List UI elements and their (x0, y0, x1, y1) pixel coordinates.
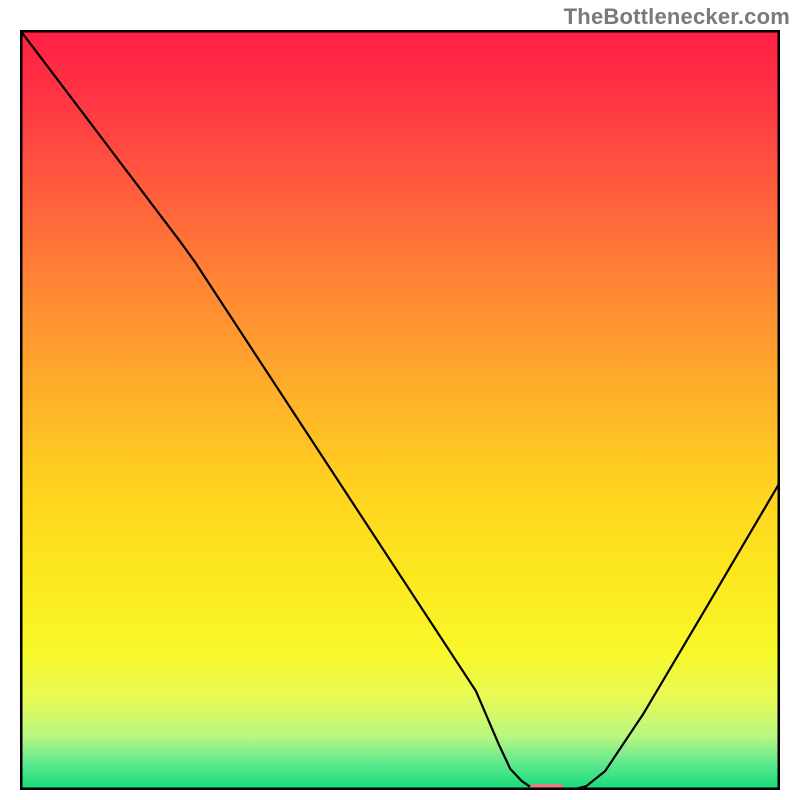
watermark-text: TheBottlenecker.com (564, 4, 790, 30)
plot-area (20, 30, 780, 790)
chart-container: TheBottlenecker.com (0, 0, 800, 800)
chart-svg (20, 30, 780, 790)
